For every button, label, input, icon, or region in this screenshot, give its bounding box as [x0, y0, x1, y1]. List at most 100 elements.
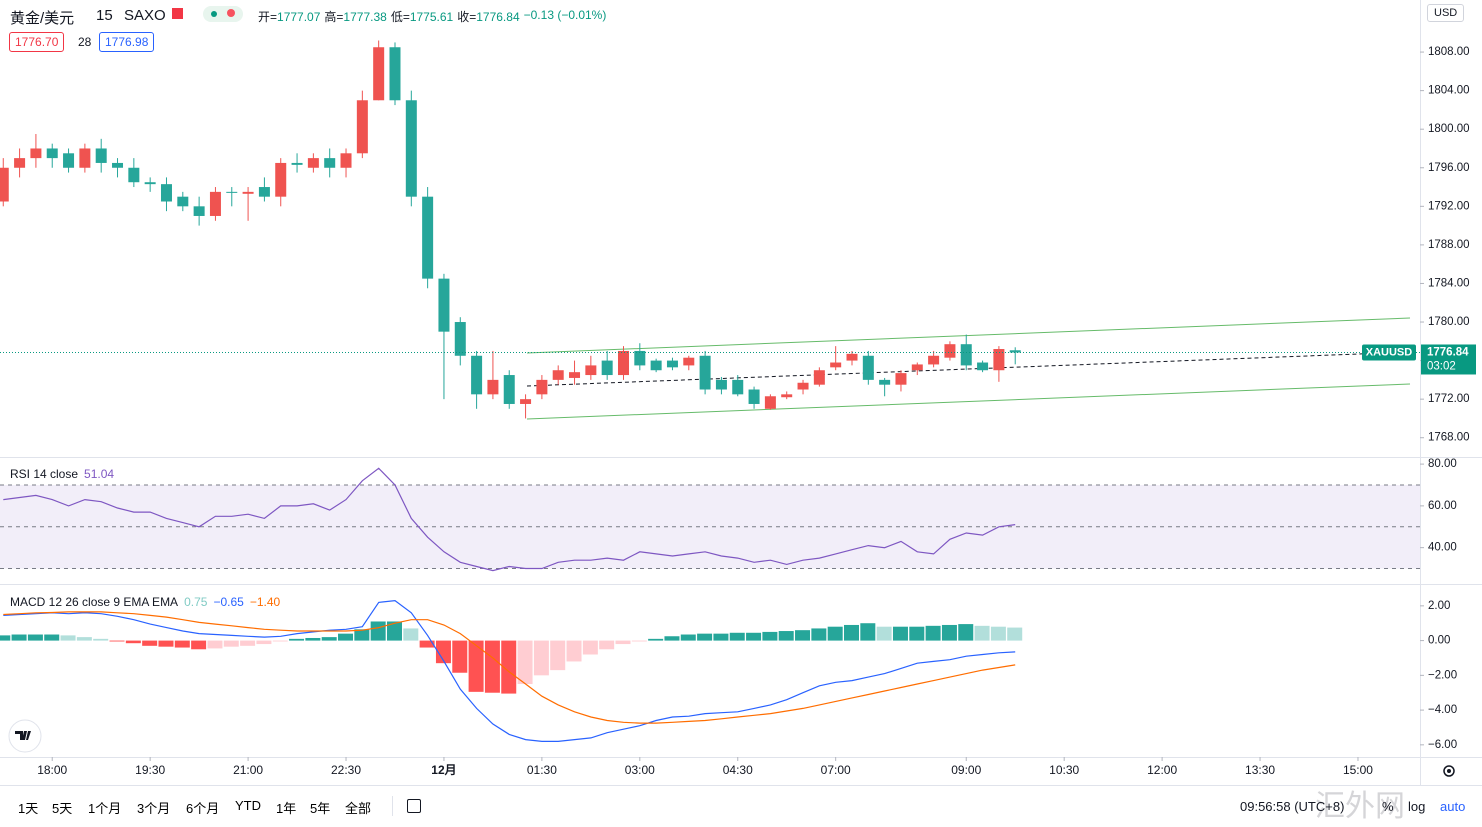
- candle-body: [405, 100, 417, 197]
- spread: 28: [78, 35, 92, 49]
- macd-hist: [289, 638, 305, 641]
- candle-body: [650, 360, 662, 371]
- macd-hist: [958, 624, 974, 641]
- bid-price[interactable]: 1776.70: [9, 32, 65, 52]
- y-tick-label: 1772.00: [1428, 393, 1470, 405]
- candle-body: [797, 382, 809, 390]
- candle-body: [520, 399, 532, 404]
- macd-hist: [468, 640, 484, 692]
- status-pill[interactable]: [203, 6, 243, 22]
- date-range-icon[interactable]: [407, 799, 421, 813]
- macd-hist: [354, 629, 370, 641]
- rsi-value: 51.04: [84, 467, 115, 481]
- candle-body: [128, 167, 140, 183]
- macd-hist: [664, 636, 680, 641]
- macd-legend: MACD 12 26 close 9 EMA EMA 0.75 −0.65 −1.40: [10, 595, 280, 609]
- tv-logo: [8, 719, 42, 753]
- candle-body: [634, 350, 646, 366]
- candle-body: [389, 47, 401, 101]
- ohlc-item: 低=1775.61: [391, 8, 453, 25]
- exchange: SAXO: [124, 7, 166, 24]
- candle-body: [715, 379, 727, 390]
- macd-hist: [403, 628, 419, 641]
- flag-icon[interactable]: [172, 8, 183, 19]
- rsi-legend: RSI 14 close 51.04: [10, 467, 114, 481]
- candle-body: [177, 196, 189, 207]
- x-tick-label: 22:30: [331, 763, 361, 777]
- percent-toggle[interactable]: %: [1382, 799, 1394, 814]
- range-button[interactable]: YTD: [235, 798, 261, 813]
- channel-upper: [526, 317, 1411, 354]
- macd-hist: [990, 626, 1006, 641]
- candle-body: [879, 379, 891, 385]
- macd-hist: [680, 634, 696, 641]
- interval: 15: [96, 7, 113, 24]
- range-button[interactable]: 1个月: [88, 801, 122, 816]
- macd-hist: [386, 621, 402, 641]
- candle-body: [601, 360, 613, 376]
- settings-icon[interactable]: [1443, 765, 1455, 777]
- candle-body: [307, 158, 319, 168]
- macd-value: −1.40: [249, 595, 281, 609]
- range-button[interactable]: 1年: [276, 801, 297, 816]
- ask-price[interactable]: 1776.98: [99, 32, 155, 52]
- macd-hist: [811, 628, 827, 641]
- macd-hist: [501, 640, 517, 694]
- ohlc-label: 高=: [324, 10, 344, 24]
- macd-hist: [860, 623, 876, 641]
- auto-toggle[interactable]: auto: [1440, 799, 1466, 814]
- range-button[interactable]: 全部: [345, 801, 372, 816]
- candle-body: [454, 322, 466, 356]
- x-tick-label: 21:00: [233, 763, 263, 777]
- macd-hist: [435, 640, 451, 664]
- x-tick-label: 09:00: [951, 763, 981, 777]
- macd-hist: [1007, 627, 1023, 641]
- macd-hist: [697, 633, 713, 641]
- x-tick-label: 03:00: [625, 763, 655, 777]
- candle-body: [356, 100, 368, 154]
- y-tick-label: 1780.00: [1428, 316, 1470, 328]
- candle-body: [95, 148, 107, 163]
- y-tick-label: 0.00: [1428, 635, 1450, 647]
- candle-body: [291, 162, 303, 165]
- macd-hist: [27, 634, 43, 641]
- macd-line: [3, 599, 1016, 742]
- hist-value: 0.75: [184, 595, 208, 609]
- candle-body: [503, 375, 515, 404]
- log-toggle[interactable]: log: [1408, 799, 1426, 814]
- candle-body: [928, 355, 940, 365]
- y-tick-label: 40.00: [1428, 542, 1457, 554]
- macd-hist: [746, 632, 762, 641]
- x-tick-label: 07:00: [821, 763, 851, 777]
- ohlc-item: 开=1777.07: [258, 8, 320, 25]
- macd-hist: [256, 640, 272, 645]
- y-tick-label: 2.00: [1428, 600, 1450, 612]
- rsi-line: [3, 467, 1016, 572]
- macd-hist: [272, 640, 288, 642]
- candle-body: [732, 379, 744, 395]
- candle-body: [1009, 350, 1021, 353]
- ohlc-value: 1777.07: [277, 10, 321, 24]
- range-button[interactable]: 3个月: [137, 801, 171, 816]
- candle-body: [471, 355, 483, 395]
- macd-hist: [207, 640, 223, 649]
- macd-hist: [240, 640, 256, 646]
- y-tick-label: 1792.00: [1428, 200, 1470, 212]
- range-button[interactable]: 1天: [18, 801, 39, 816]
- y-tick-label: 1800.00: [1428, 123, 1470, 135]
- channel-lower: [526, 383, 1411, 420]
- macd-hist: [0, 635, 11, 641]
- range-button[interactable]: 5年: [310, 801, 331, 816]
- currency-select[interactable]: USD: [1427, 4, 1465, 22]
- x-tick-label: 19:30: [135, 763, 165, 777]
- range-button[interactable]: 6个月: [186, 801, 220, 816]
- macd-hist: [484, 640, 500, 693]
- candle-body: [552, 370, 564, 380]
- candle-body: [699, 355, 711, 390]
- y-tick-label: 1784.00: [1428, 277, 1470, 289]
- candle-body: [438, 278, 450, 332]
- range-button[interactable]: 5天: [52, 801, 73, 816]
- macd-hist: [517, 640, 533, 685]
- x-tick-label: 12月: [431, 763, 456, 777]
